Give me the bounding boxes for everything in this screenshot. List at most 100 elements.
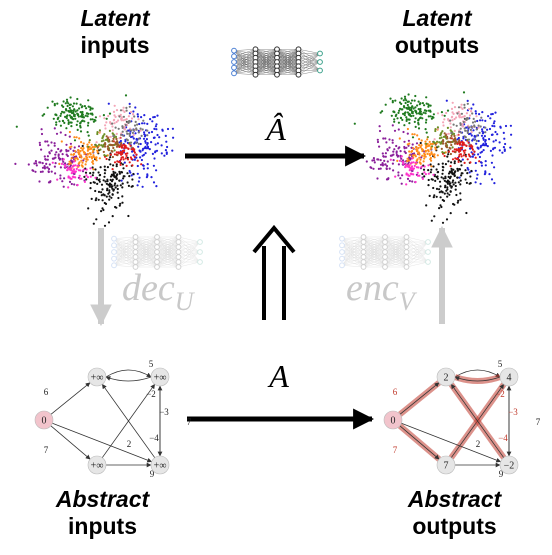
nn-node [382, 264, 388, 270]
scatter-point [103, 175, 106, 178]
scatter-point [441, 162, 444, 165]
nn-node [231, 70, 237, 77]
scatter-point [378, 125, 381, 128]
scatter-point [97, 198, 100, 201]
scatter-point [449, 184, 452, 187]
nn-edge [363, 251, 386, 268]
scatter-point [27, 163, 30, 166]
scatter-point [125, 130, 128, 133]
scatter-point [372, 167, 375, 170]
nn-edge [156, 251, 179, 263]
scatter-point [470, 134, 473, 137]
scatter-point [129, 144, 132, 147]
scatter-point [459, 148, 462, 151]
scatter-point [83, 180, 86, 183]
scatter-point [48, 163, 51, 166]
nn-edge [113, 246, 136, 259]
scatter-point [477, 153, 480, 156]
scatter-point [401, 174, 404, 177]
scatter-point [172, 136, 175, 139]
nn-edge [156, 251, 179, 268]
scatter-point [108, 129, 111, 132]
scatter-point [54, 162, 57, 165]
nn-edge [363, 251, 386, 258]
scatter-point [101, 199, 104, 202]
scatter-point [488, 173, 491, 176]
scatter-point [146, 143, 149, 146]
scatter-point [379, 163, 383, 166]
scatter-point [411, 105, 414, 108]
scatter-point [129, 127, 132, 130]
scatter-point [388, 146, 391, 149]
scatter-point [146, 174, 149, 177]
scatter-point [430, 117, 433, 120]
nn-edge [406, 241, 429, 253]
scatter-point [64, 115, 67, 118]
nn-edge [135, 236, 158, 243]
nn-edge [341, 245, 364, 263]
scatter-point [431, 115, 434, 119]
scatter-point [432, 165, 435, 168]
scatter-point [449, 129, 452, 132]
nn-edge [384, 236, 407, 253]
scatter-point [429, 171, 432, 174]
scatter-point [443, 114, 446, 117]
graph-node [150, 455, 170, 475]
nn-edge [178, 246, 201, 263]
scatter-point [92, 120, 95, 123]
scatter-point [43, 167, 47, 170]
scatter-point [421, 148, 424, 151]
scatter-point [78, 107, 81, 110]
nn-node [154, 254, 160, 260]
scatter-point [464, 169, 467, 172]
scatter-point [63, 177, 66, 180]
scatter-point [476, 173, 479, 176]
nn-edge [363, 241, 386, 253]
scatter-point [73, 108, 76, 111]
scatter-point [489, 117, 492, 120]
scatter-point [115, 109, 119, 112]
nn-edge [233, 49, 256, 51]
nn-edge [135, 256, 158, 263]
nn-node [231, 53, 237, 60]
scatter-point [122, 106, 125, 109]
graph-node-label: +∞ [154, 373, 167, 384]
scatter-point [146, 122, 149, 125]
scatter-point [76, 109, 79, 112]
scatter-point [87, 105, 90, 108]
scatter-point [387, 177, 390, 180]
scatter-point [127, 184, 130, 187]
scatter-point [75, 136, 78, 139]
scatter-point [69, 121, 72, 124]
scatter-point [91, 112, 94, 115]
scatter-point [455, 148, 458, 151]
scatter-point [385, 164, 389, 168]
scatter-point [81, 110, 84, 114]
scatter-point [46, 140, 49, 143]
scatter-point [443, 151, 446, 154]
scatter-point [104, 127, 107, 130]
nn-edge [341, 236, 364, 259]
scatter-point [113, 153, 116, 156]
scatter-point [416, 174, 420, 177]
scatter-point [104, 124, 107, 127]
nn-edge [233, 56, 256, 58]
scatter-point [449, 182, 452, 185]
scatter-point [73, 139, 77, 142]
scatter-point [406, 160, 409, 163]
scatter-point [459, 183, 462, 186]
scatter-point [32, 169, 35, 172]
nn-edge [406, 251, 429, 268]
nn-edge [113, 241, 136, 253]
scatter-point [80, 156, 83, 159]
scatter-point [469, 132, 472, 135]
scatter-point [46, 158, 49, 161]
scatter-point [93, 145, 96, 148]
nn-node [231, 64, 237, 71]
scatter-point [133, 150, 136, 153]
nn-edge [113, 238, 136, 248]
scatter-point [73, 146, 76, 149]
nn-edge [135, 236, 158, 243]
scatter-point [76, 97, 79, 101]
scatter-point [479, 119, 482, 122]
